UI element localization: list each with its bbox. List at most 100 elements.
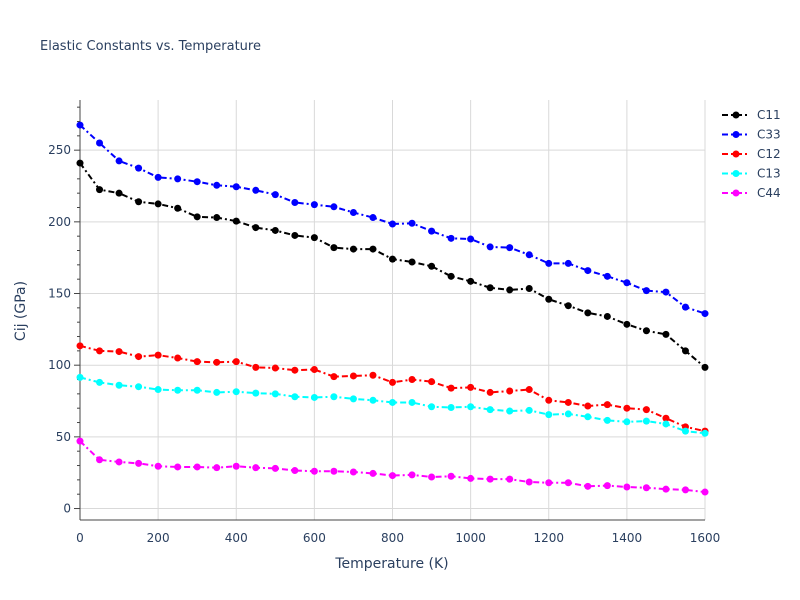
series-c44 <box>76 437 709 496</box>
data-point <box>135 353 143 361</box>
data-point <box>564 410 572 418</box>
data-point <box>291 231 299 239</box>
data-point <box>584 267 592 275</box>
data-point <box>389 220 396 228</box>
data-point <box>174 386 182 394</box>
data-point <box>213 358 221 366</box>
chart-title: Elastic Constants vs. Temperature <box>40 39 261 54</box>
data-point <box>174 204 182 212</box>
data-point <box>369 396 377 404</box>
data-point <box>701 488 709 496</box>
x-tick-label: 400 <box>225 531 248 545</box>
data-point <box>642 406 650 414</box>
data-point <box>154 386 162 394</box>
data-point <box>76 121 84 129</box>
data-point <box>291 467 299 475</box>
x-tick-label: 1000 <box>455 531 486 545</box>
legend-label: C11 <box>757 108 781 122</box>
data-point <box>154 173 162 181</box>
legend-item-c11[interactable]: C11 <box>722 108 781 122</box>
x-tick-label: 1600 <box>690 531 721 545</box>
data-point <box>154 200 162 208</box>
data-point <box>408 219 416 227</box>
data-point <box>349 372 357 380</box>
data-point <box>115 381 123 389</box>
data-point <box>252 186 260 194</box>
series-layer <box>76 121 709 496</box>
data-point <box>369 214 377 222</box>
data-point <box>349 245 357 253</box>
x-tick-label: 600 <box>303 531 326 545</box>
data-point <box>349 468 357 476</box>
data-point <box>330 203 338 211</box>
data-point <box>681 347 689 355</box>
data-point <box>584 413 592 421</box>
data-point <box>193 463 201 471</box>
data-point <box>662 330 670 338</box>
data-point <box>428 378 436 386</box>
data-point <box>271 464 279 472</box>
data-point <box>271 364 279 372</box>
data-point <box>603 312 611 320</box>
data-point <box>545 479 553 487</box>
data-point <box>271 226 279 234</box>
data-point <box>310 467 318 475</box>
data-point <box>96 347 104 355</box>
data-point <box>232 462 240 470</box>
data-point <box>603 416 611 424</box>
x-tick-label: 200 <box>147 531 170 545</box>
data-point <box>564 259 572 267</box>
data-point <box>115 189 123 197</box>
data-point <box>525 478 533 486</box>
data-point <box>213 181 221 189</box>
x-tick-label: 1200 <box>533 531 564 545</box>
data-point <box>486 475 494 483</box>
data-point <box>213 214 221 222</box>
legend-item-c44[interactable]: C44 <box>722 186 781 200</box>
data-point <box>330 373 338 381</box>
data-point <box>623 320 631 328</box>
series-line-c33 <box>79 124 706 315</box>
data-point <box>96 378 104 386</box>
y-axis-label: Cij (GPa) <box>13 281 29 341</box>
data-point <box>408 471 416 479</box>
data-point <box>467 403 475 411</box>
data-point <box>701 363 709 371</box>
series-line-c44 <box>79 440 706 494</box>
data-point <box>467 474 475 482</box>
data-point <box>96 456 104 464</box>
data-point <box>662 414 670 422</box>
data-point <box>525 406 533 414</box>
data-point <box>428 227 436 235</box>
data-point <box>603 272 611 280</box>
data-point <box>252 224 260 232</box>
data-point <box>525 251 533 259</box>
data-point <box>681 427 689 435</box>
data-point <box>291 393 299 401</box>
data-point <box>506 407 514 415</box>
data-point <box>76 342 84 350</box>
x-tick-label: 0 <box>76 531 84 545</box>
data-point <box>486 406 494 414</box>
data-point <box>232 388 240 396</box>
data-point <box>447 472 455 480</box>
data-point <box>662 288 670 296</box>
data-point <box>447 403 455 411</box>
legend-item-c33[interactable]: C33 <box>722 128 781 142</box>
data-point <box>447 234 455 242</box>
data-point <box>642 327 650 335</box>
y-tick-label: 200 <box>48 215 71 229</box>
legend-item-c13[interactable]: C13 <box>722 167 781 181</box>
data-point <box>76 159 84 167</box>
data-point <box>310 201 318 209</box>
data-point <box>623 418 631 426</box>
data-point <box>115 458 123 466</box>
data-point <box>545 259 553 267</box>
data-point <box>330 393 338 401</box>
legend-item-c12[interactable]: C12 <box>722 147 781 161</box>
data-point <box>135 198 143 206</box>
legend: C11 C33 C12 C13 C44 <box>722 108 781 200</box>
x-axis-label: Temperature (K) <box>334 556 448 572</box>
data-point <box>232 183 240 191</box>
